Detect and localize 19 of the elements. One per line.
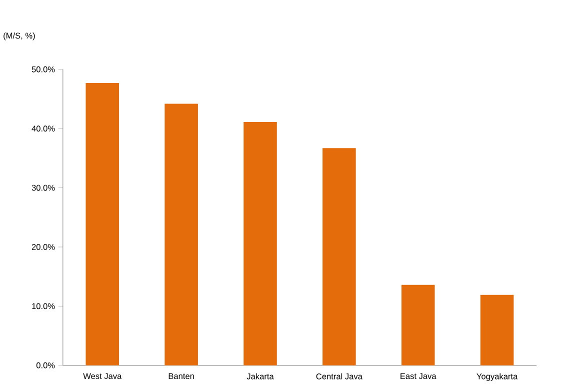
y-tick-label: 30.0% — [32, 184, 55, 191]
x-tick-label: Yogyakarta — [476, 373, 518, 381]
y-axis-title: (M/S, %) — [4, 32, 35, 40]
bar — [86, 82, 120, 366]
bar — [164, 104, 198, 366]
y-tick-label: 40.0% — [32, 126, 55, 132]
y-tick-label: 50.0% — [32, 66, 55, 72]
y-tick-label: 10.0% — [32, 303, 55, 310]
y-tick-label: 0.0% — [36, 362, 55, 368]
x-tick-label: West Java — [83, 373, 122, 379]
x-tick-label: East Java — [400, 373, 436, 379]
y-tick-label: 20.0% — [32, 244, 55, 250]
bar — [401, 284, 435, 366]
x-tick-label: Banten — [168, 373, 194, 379]
bar — [480, 294, 514, 366]
x-tick-label: Central Java — [316, 373, 362, 380]
bar — [322, 148, 356, 366]
x-tick-label: Jakarta — [246, 373, 274, 380]
bar — [244, 122, 277, 366]
